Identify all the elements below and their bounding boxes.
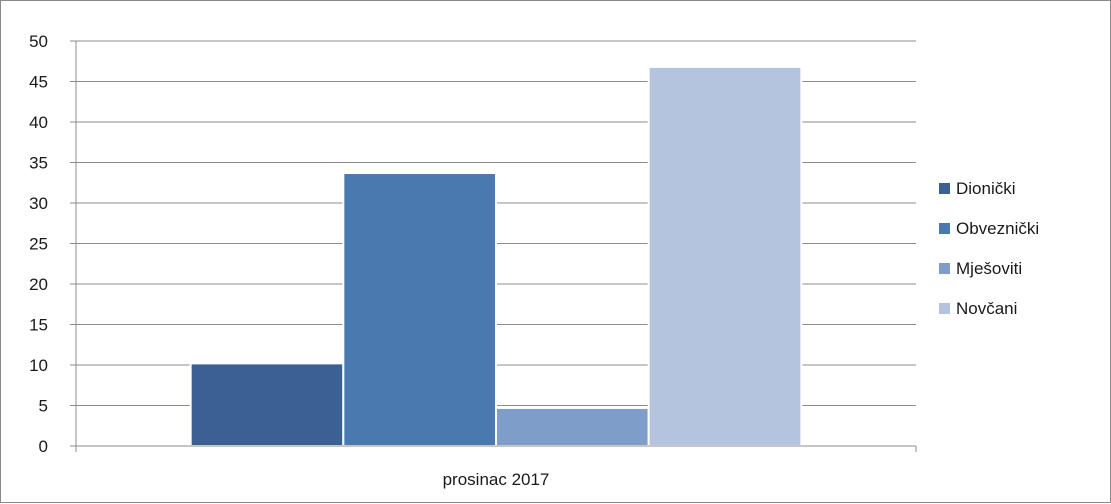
bar-dionički [189,362,345,448]
legend-label: Novčani [956,299,1017,318]
y-tick-label: 10 [29,356,48,375]
x-category-label: prosinac 2017 [443,470,550,489]
bar-mješoviti [495,406,650,447]
y-tick-label: 40 [29,113,48,132]
legend-label: Dionički [956,179,1016,198]
legend-swatch-obveznički [939,223,950,234]
y-tick-label: 5 [39,397,48,416]
legend-label: Mješoviti [956,259,1022,278]
y-tick-label: 35 [29,154,48,173]
y-tick-label: 20 [29,275,48,294]
y-tick-label: 25 [29,235,48,254]
legend-swatch-novčani [939,303,950,314]
y-tick-label: 15 [29,316,48,335]
legend: Dionički Obveznički Mješoviti Novčani [939,179,1039,318]
bars [189,65,803,448]
legend-swatch-mješoviti [939,263,950,274]
bar-obveznički [342,172,497,447]
axes [70,40,917,452]
x-category-labels: prosinac 2017 [443,470,550,489]
bar-novčani [647,65,803,447]
legend-label: Obveznički [956,219,1039,238]
y-tick-label: 50 [29,32,48,51]
y-tick-label: 0 [39,437,48,456]
y-tick-label: 30 [29,194,48,213]
y-tick-labels: 0 5 10 15 20 25 30 35 40 45 50 [29,32,48,456]
legend-swatch-dionički [939,183,950,194]
y-tick-label: 45 [29,73,48,92]
